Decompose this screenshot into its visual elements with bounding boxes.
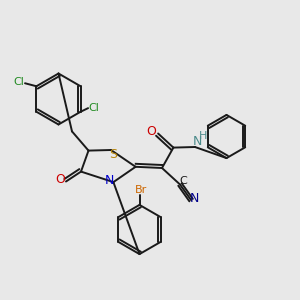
Text: Cl: Cl [14, 77, 25, 87]
Text: S: S [109, 148, 117, 161]
Text: N: N [193, 135, 202, 148]
Text: H: H [199, 131, 207, 141]
Text: N: N [105, 174, 114, 187]
Text: O: O [55, 172, 65, 186]
Text: Br: Br [135, 185, 147, 195]
Text: Cl: Cl [88, 103, 100, 112]
Text: O: O [147, 124, 156, 138]
Text: C: C [179, 176, 187, 186]
Text: N: N [189, 192, 199, 205]
